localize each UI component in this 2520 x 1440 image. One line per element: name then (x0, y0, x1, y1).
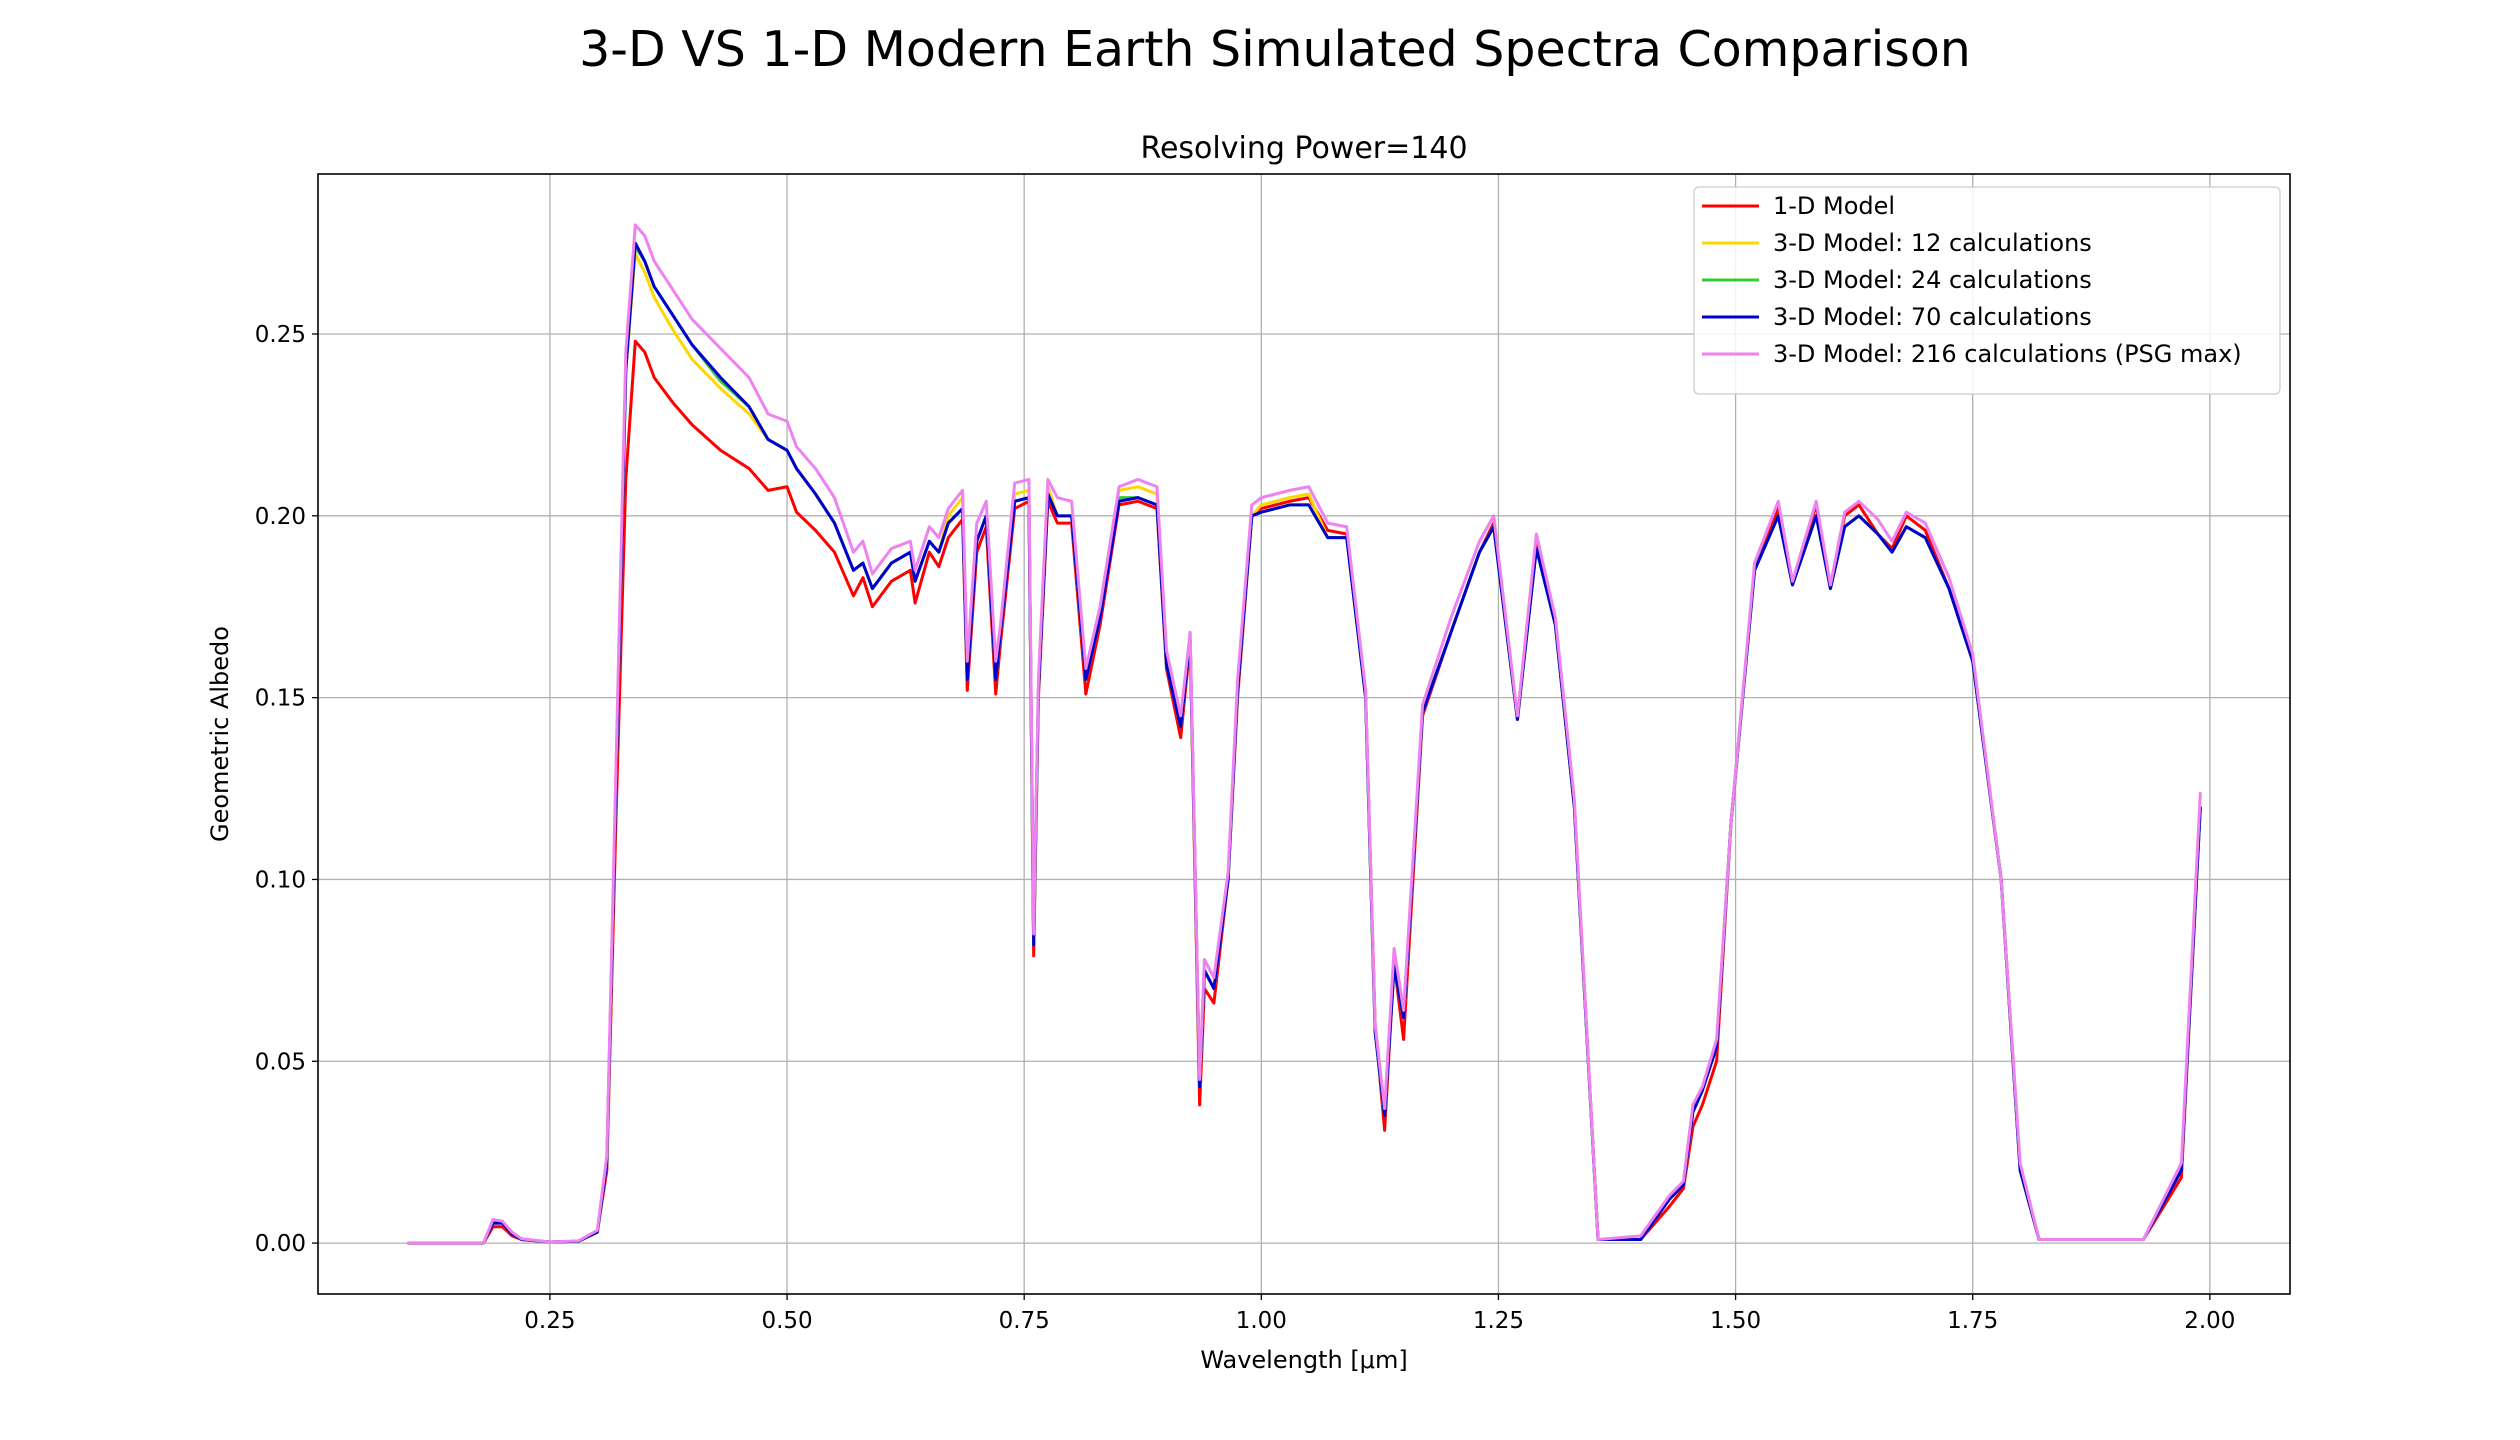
legend-label: 3-D Model: 70 calculations (1773, 303, 2092, 331)
plot-frame (317, 173, 2291, 1295)
y-tick-label: 0.00 (255, 1231, 306, 1257)
y-tick-label: 0.10 (255, 867, 306, 893)
x-tick-label: 1.50 (1710, 1308, 1761, 1334)
legend-label: 1-D Model (1773, 192, 1895, 220)
legend-label: 3-D Model: 216 calculations (PSG max) (1773, 340, 2242, 368)
x-axis-label: Wavelength [μm] (1200, 1346, 1407, 1374)
x-tick-label: 0.50 (761, 1308, 812, 1334)
legend-label: 3-D Model: 12 calculations (1773, 229, 2092, 257)
x-tick-label: 0.75 (999, 1308, 1050, 1334)
y-axis-label: Geometric Albedo (206, 626, 234, 842)
x-tick-label: 1.75 (1947, 1308, 1998, 1334)
series-line (407, 223, 2202, 1245)
series-line (407, 252, 2202, 1245)
series-line (407, 245, 2202, 1245)
x-tick-label: 1.00 (1236, 1308, 1287, 1334)
x-tick-label: 0.25 (524, 1308, 575, 1334)
series-line (407, 339, 2202, 1245)
x-tick-label: 2.00 (2184, 1308, 2235, 1334)
y-tick-label: 0.15 (255, 686, 306, 712)
x-tick-label: 1.25 (1473, 1308, 1524, 1334)
y-tick-label: 0.25 (255, 322, 306, 348)
legend-label: 3-D Model: 24 calculations (1773, 266, 2092, 294)
series-line (407, 241, 2202, 1245)
y-tick-label: 0.05 (255, 1049, 306, 1075)
y-tick-label: 0.20 (255, 504, 306, 530)
chart-subtitle: Resolving Power=140 (1140, 131, 1467, 166)
legend-box (1693, 186, 2281, 395)
chart-title: 3-D VS 1-D Modern Earth Simulated Spectr… (579, 21, 1971, 78)
